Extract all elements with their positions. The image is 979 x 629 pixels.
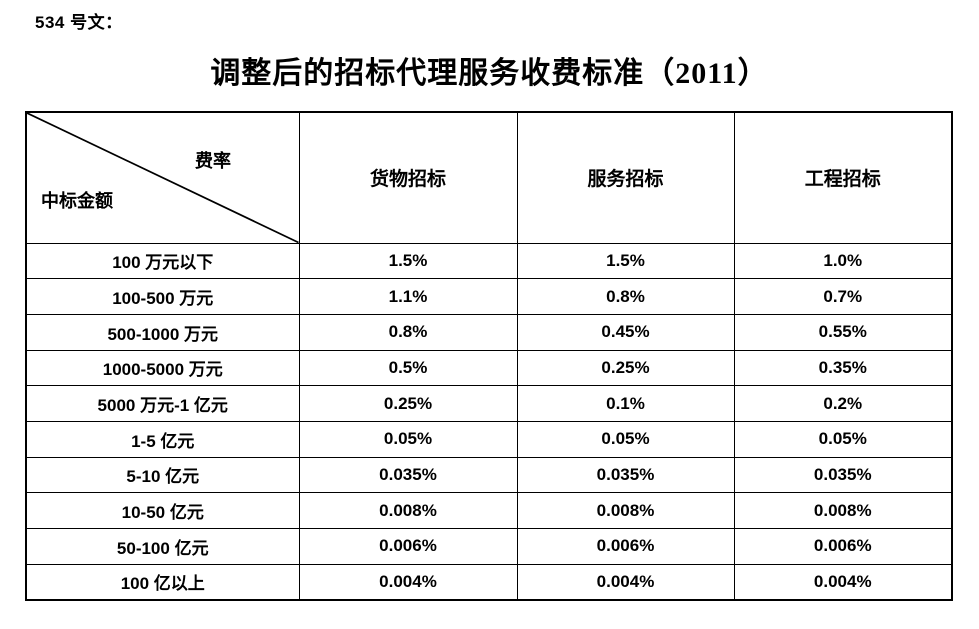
table-row: 5-10 亿元 0.035% 0.035% 0.035% xyxy=(25,456,953,494)
row-label-amount-range: 1000-5000 万元 xyxy=(25,349,300,387)
doc-number-label: 534 号文： xyxy=(35,13,123,32)
table-row: 500-1000 万元 0.8% 0.45% 0.55% xyxy=(25,313,953,351)
rate-cell: 0.006% xyxy=(733,528,953,565)
column-header-engineering-bidding: 工程招标 xyxy=(733,111,953,244)
rate-cell: 1.5% xyxy=(298,242,518,280)
table-row: 1-5 亿元 0.05% 0.05% 0.05% xyxy=(25,420,953,458)
row-label-amount-range: 5000 万元-1 亿元 xyxy=(25,385,300,422)
rate-cell: 0.035% xyxy=(733,456,953,494)
rate-cell: 0.05% xyxy=(516,420,735,458)
row-label-amount-range: 10-50 亿元 xyxy=(25,492,300,529)
corner-label-bid-amount: 中标金额 xyxy=(41,190,113,211)
table-row: 10-50 亿元 0.008% 0.008% 0.008% xyxy=(25,492,953,529)
rate-cell: 0.006% xyxy=(516,528,735,565)
row-label-amount-range: 5-10 亿元 xyxy=(25,456,300,494)
row-label-amount-range: 500-1000 万元 xyxy=(25,313,300,351)
corner-header-cell: 费率 中标金额 xyxy=(25,111,300,244)
rate-cell: 0.5% xyxy=(298,349,518,387)
rate-cell: 0.45% xyxy=(516,313,735,351)
table-row: 50-100 亿元 0.006% 0.006% 0.006% xyxy=(25,528,953,565)
rate-cell: 0.55% xyxy=(733,313,953,351)
rate-cell: 0.004% xyxy=(733,563,953,601)
rate-cell: 0.035% xyxy=(516,456,735,494)
rate-cell: 0.7% xyxy=(733,278,953,315)
rate-cell: 0.006% xyxy=(298,528,518,565)
rate-cell: 1.5% xyxy=(516,242,735,280)
diagonal-divider-line xyxy=(27,113,299,243)
rate-cell: 0.25% xyxy=(298,385,518,422)
rate-cell: 0.004% xyxy=(516,563,735,601)
rate-cell: 1.1% xyxy=(298,278,518,315)
row-label-amount-range: 100-500 万元 xyxy=(25,278,300,315)
rate-cell: 0.008% xyxy=(298,492,518,529)
table-row: 100 万元以下 1.5% 1.5% 1.0% xyxy=(25,242,953,280)
table-row: 100 亿以上 0.004% 0.004% 0.004% xyxy=(25,563,953,601)
rate-cell: 0.35% xyxy=(733,349,953,387)
column-header-goods-bidding: 货物招标 xyxy=(298,111,518,244)
rate-cell: 0.05% xyxy=(298,420,518,458)
row-label-amount-range: 1-5 亿元 xyxy=(25,420,300,458)
table-row: 1000-5000 万元 0.5% 0.25% 0.35% xyxy=(25,349,953,387)
rate-cell: 0.1% xyxy=(516,385,735,422)
table-body: 100 万元以下 1.5% 1.5% 1.0% 100-500 万元 1.1% … xyxy=(25,242,953,601)
corner-label-rate: 费率 xyxy=(195,151,231,171)
rate-cell: 0.004% xyxy=(298,563,518,601)
rate-cell: 0.05% xyxy=(733,420,953,458)
table-row: 100-500 万元 1.1% 0.8% 0.7% xyxy=(25,278,953,315)
rate-cell: 0.035% xyxy=(298,456,518,494)
rate-cell: 0.008% xyxy=(516,492,735,529)
row-label-amount-range: 50-100 亿元 xyxy=(25,528,300,565)
rate-cell: 0.8% xyxy=(298,313,518,351)
rate-cell: 0.008% xyxy=(733,492,953,529)
rate-cell: 0.2% xyxy=(733,385,953,422)
page-title: 调整后的招标代理服务收费标准（2011） xyxy=(210,57,769,90)
row-label-amount-range: 100 万元以下 xyxy=(25,242,300,280)
rate-cell: 1.0% xyxy=(733,242,953,280)
fee-table: 费率 中标金额 货物招标 服务招标 工程招标 100 万元以下 1.5% 1.5… xyxy=(25,111,953,601)
rate-cell: 0.8% xyxy=(516,278,735,315)
column-header-service-bidding: 服务招标 xyxy=(516,111,735,244)
header-row: 费率 中标金额 货物招标 服务招标 工程招标 xyxy=(25,111,953,244)
rate-cell: 0.25% xyxy=(516,349,735,387)
table-row: 5000 万元-1 亿元 0.25% 0.1% 0.2% xyxy=(25,385,953,422)
row-label-amount-range: 100 亿以上 xyxy=(25,563,300,601)
